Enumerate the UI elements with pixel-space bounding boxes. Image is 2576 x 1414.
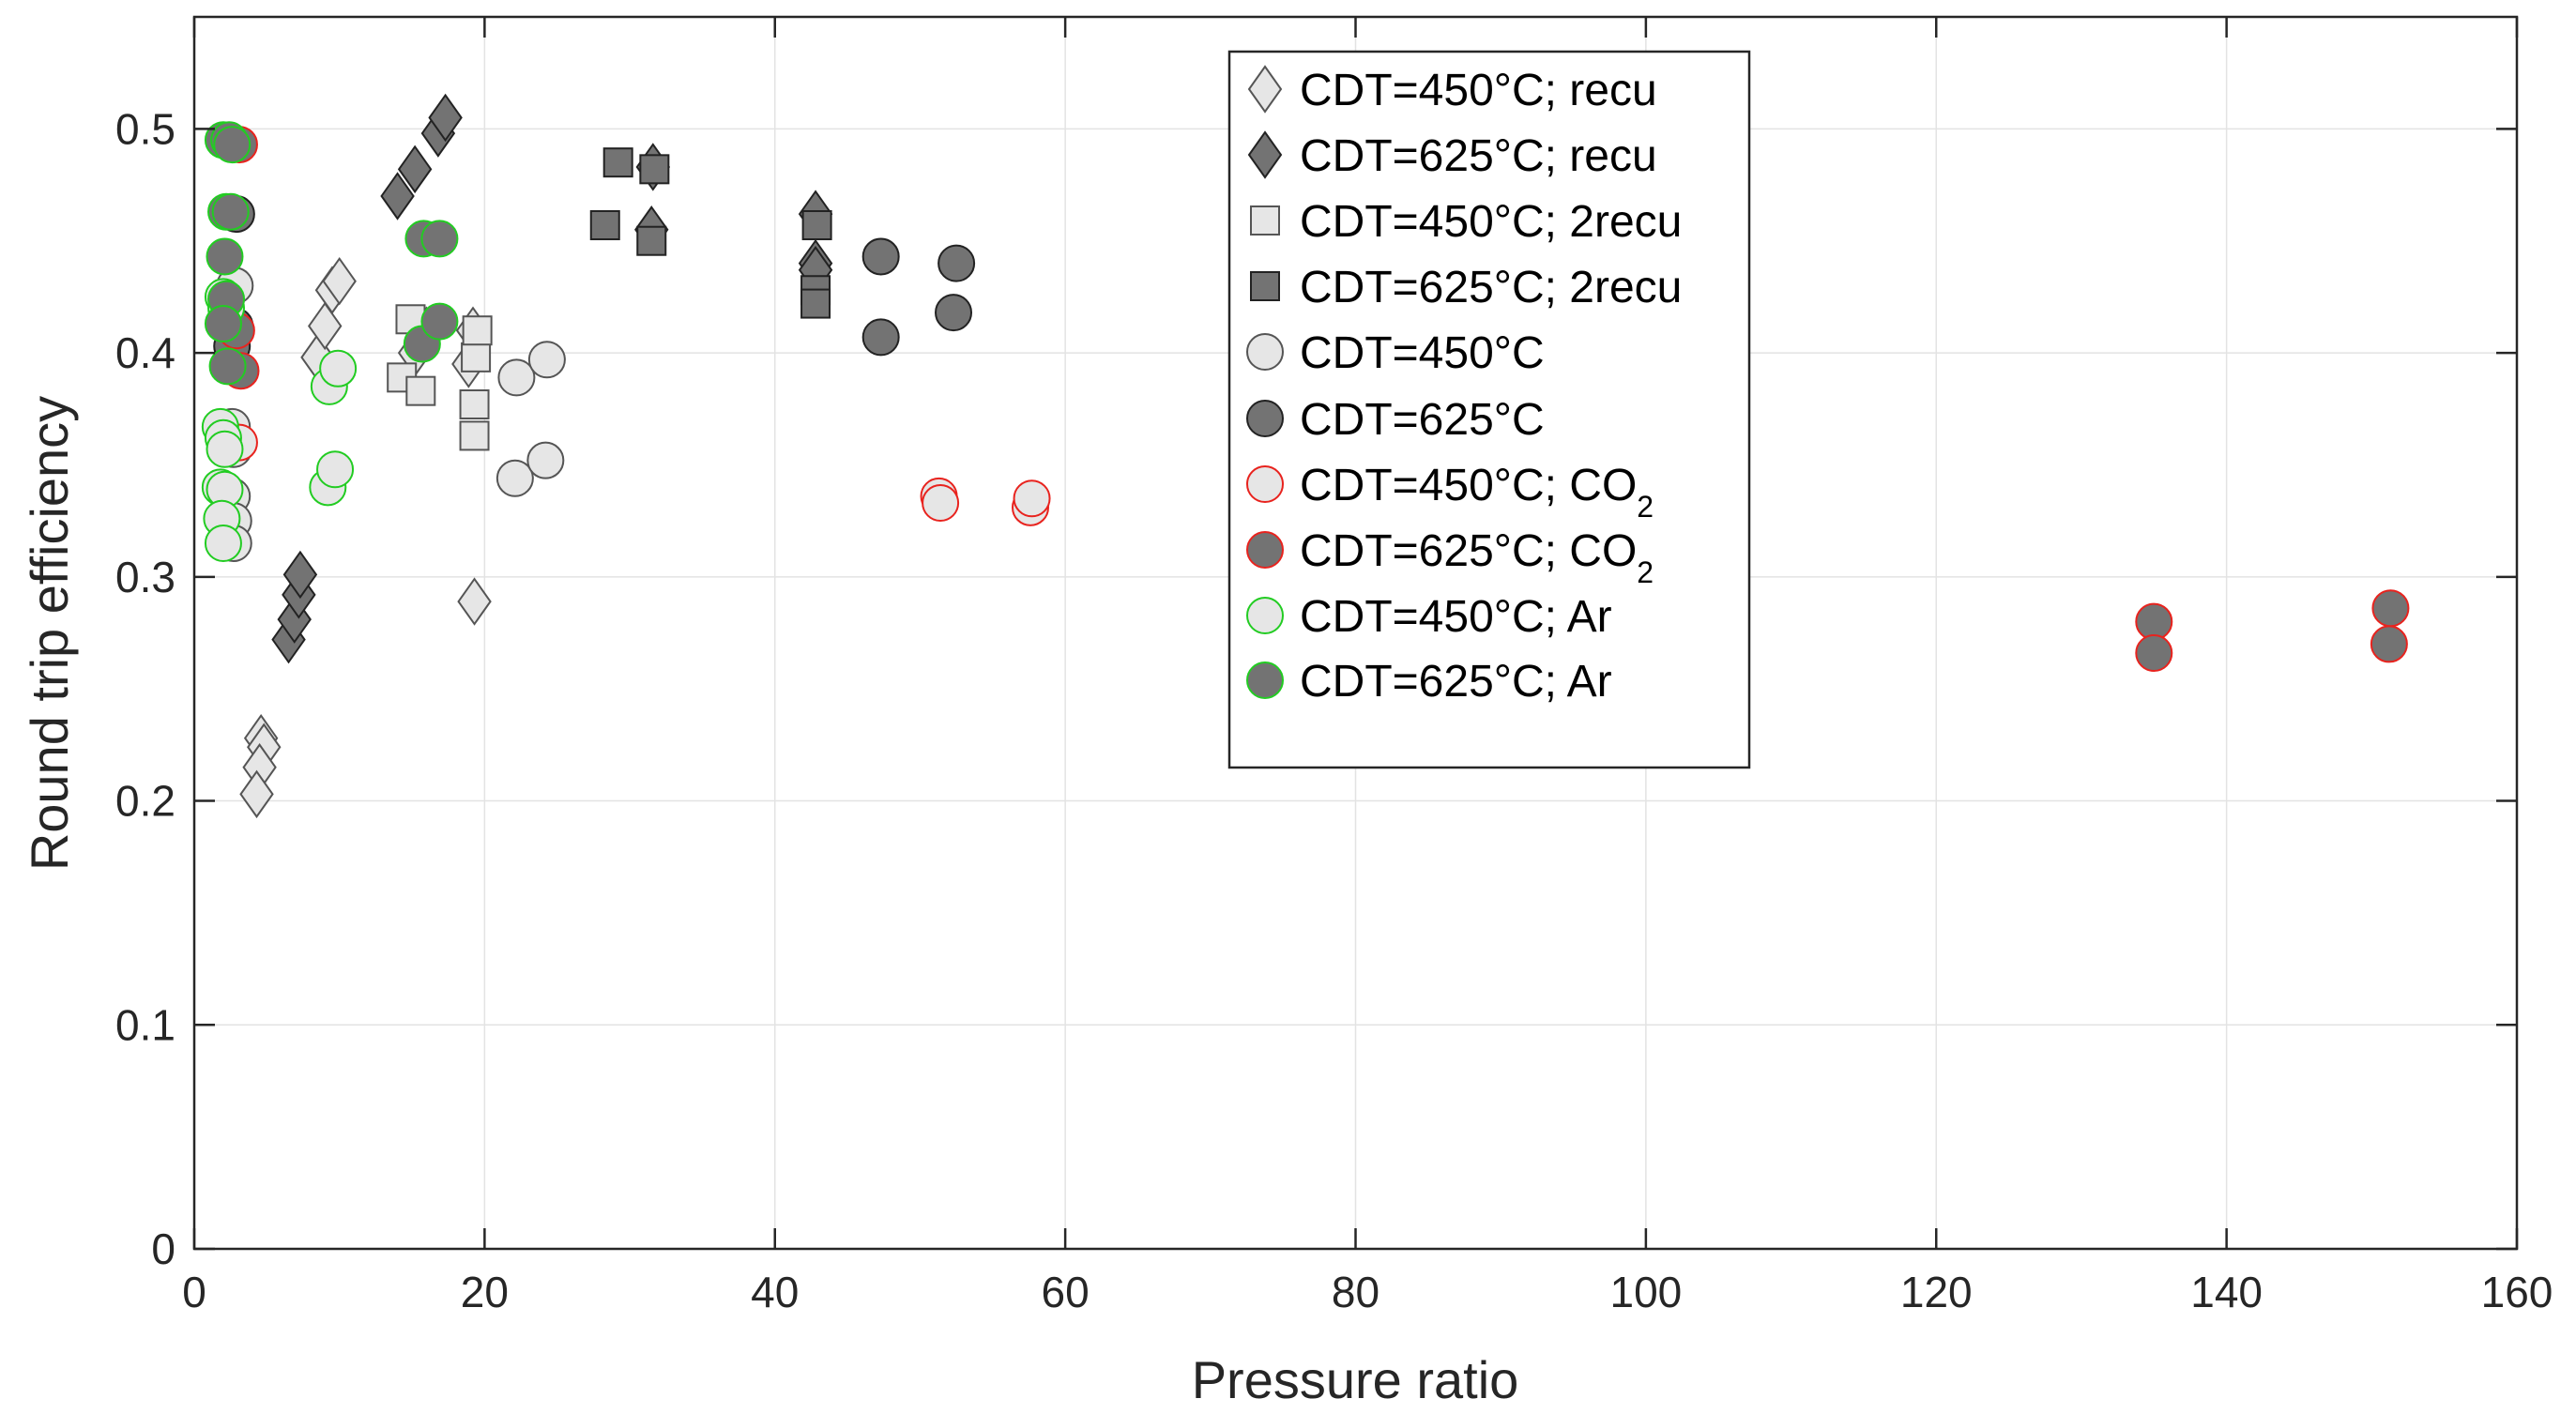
data-point-circle [497, 358, 536, 397]
legend-label-main: CDT=450°C; Ar [1300, 592, 1612, 642]
legend-label-main: CDT=625°C; CO [1300, 526, 1637, 576]
legend-marker-circle [1246, 531, 1284, 569]
data-point-circle [206, 237, 244, 276]
data-point-circle [208, 347, 247, 386]
legend-label-main: CDT=450°C; 2recu [1300, 197, 1682, 247]
x-tick-label: 80 [1332, 1268, 1379, 1316]
data-point-circle [420, 220, 459, 258]
legend-label-main: CDT=625°C; recu [1300, 131, 1657, 181]
y-tick-label: 0.1 [115, 1000, 175, 1049]
legend-label: CDT=450°C; CO2 [1300, 461, 1654, 524]
legend-label-subscript: 2 [1637, 490, 1654, 524]
legend-marker-diamond [1247, 65, 1283, 114]
data-point-diamond [397, 144, 433, 194]
x-tick-label: 100 [1610, 1268, 1683, 1316]
data-point-diamond [282, 550, 318, 600]
x-tick-label: 60 [1042, 1268, 1090, 1316]
data-point-circle [526, 441, 565, 479]
data-point-diamond [428, 93, 463, 143]
data-point-diamond [457, 577, 492, 626]
data-point-circle [2135, 633, 2173, 672]
y-tick-label: 0.3 [115, 553, 175, 601]
data-point-circle [319, 349, 358, 388]
data-point-circle [211, 192, 250, 231]
legend-label-main: CDT=450°C; CO [1300, 461, 1637, 510]
legend-marker-diamond [1247, 130, 1283, 179]
data-point-square [602, 147, 633, 178]
legend-label: CDT=625°C; Ar [1300, 657, 1612, 707]
x-tick-label: 140 [2190, 1268, 2263, 1316]
data-point-circle [495, 459, 534, 497]
data-points [201, 93, 2410, 819]
legend-marker-circle [1246, 661, 1284, 699]
legend-label-main: CDT=450°C [1300, 328, 1545, 378]
data-point-square [405, 375, 436, 406]
y-tick-label: 0.5 [115, 104, 175, 153]
legend-marker-circle [1246, 465, 1284, 503]
legend-label-main: CDT=625°C; 2recu [1300, 263, 1682, 312]
data-point-circle [204, 305, 242, 343]
legend-label-main: CDT=625°C; Ar [1300, 657, 1612, 707]
legend-label: CDT=450°C; Ar [1300, 592, 1612, 642]
y-axis-label: Round trip efficiency [20, 396, 79, 871]
x-tick-label: 20 [461, 1268, 509, 1316]
x-tick-label: 0 [182, 1268, 206, 1316]
data-point-square [461, 342, 492, 373]
legend-marker-square [1250, 271, 1280, 301]
data-point-circle [937, 244, 976, 282]
data-point-square [639, 154, 670, 185]
data-point-square [462, 315, 493, 346]
data-point-diamond [239, 769, 274, 819]
legend-marker-circle [1246, 597, 1284, 634]
x-tick-label: 120 [1900, 1268, 1973, 1316]
data-point-circle [2370, 625, 2408, 663]
legend-label: CDT=450°C; 2recu [1300, 197, 1682, 247]
legend: CDT=450°C; recu CDT=625°C; recu CDT=450°C;… [1227, 50, 1751, 769]
legend-label: CDT=625°C; recu [1300, 131, 1657, 181]
data-point-circle [2135, 602, 2173, 641]
legend-marker-circle [1246, 333, 1284, 371]
legend-box [1227, 50, 1751, 769]
legend-label: CDT=450°C [1300, 328, 1545, 378]
x-axis-label: Pressure ratio [1192, 1350, 1519, 1409]
legend-label: CDT=625°C; CO2 [1300, 526, 1654, 589]
legend-label-subscript: 2 [1637, 555, 1654, 589]
y-tick-label: 0.4 [115, 328, 175, 377]
data-point-circle [527, 341, 566, 379]
data-point-circle [420, 302, 459, 341]
x-tick-label: 40 [751, 1268, 799, 1316]
legend-label-main: CDT=450°C; recu [1300, 66, 1657, 115]
legend-marker-square [1250, 205, 1280, 236]
y-tick-label: 0.2 [115, 777, 175, 826]
data-point-circle [861, 318, 900, 357]
axis-ticks: 0 20 40 60 80 100 120 140 160 0 0.1 0.2 0.3 0.4 0.5 [115, 17, 2553, 1316]
legend-items: CDT=450°C; recu CDT=625°C; recu CDT=450°C;… [1246, 65, 1682, 707]
data-point-circle [2371, 589, 2410, 628]
data-point-circle [316, 450, 355, 489]
data-point-circle [213, 126, 252, 164]
data-point-circle [206, 430, 244, 468]
legend-label: CDT=625°C [1300, 395, 1545, 445]
data-point-circle [922, 484, 960, 523]
x-tick-label: 160 [2481, 1268, 2553, 1316]
data-point-circle [204, 525, 242, 563]
legend-label-main: CDT=625°C [1300, 395, 1545, 445]
data-point-circle [1013, 479, 1051, 518]
data-point-square [636, 225, 667, 256]
data-point-square [801, 210, 832, 241]
y-tick-label: 0 [151, 1224, 175, 1273]
data-point-diamond [322, 256, 357, 306]
data-point-diamond [307, 301, 343, 351]
data-point-square [800, 288, 831, 319]
data-point-square [459, 388, 490, 419]
legend-label: CDT=450°C; recu [1300, 66, 1657, 115]
data-point-square [459, 420, 490, 451]
data-point-square [589, 210, 620, 241]
legend-label: CDT=625°C; 2recu [1300, 263, 1682, 312]
data-point-diamond [380, 172, 415, 220]
legend-marker-circle [1246, 400, 1284, 437]
data-point-circle [935, 294, 973, 332]
data-point-circle [861, 237, 900, 276]
